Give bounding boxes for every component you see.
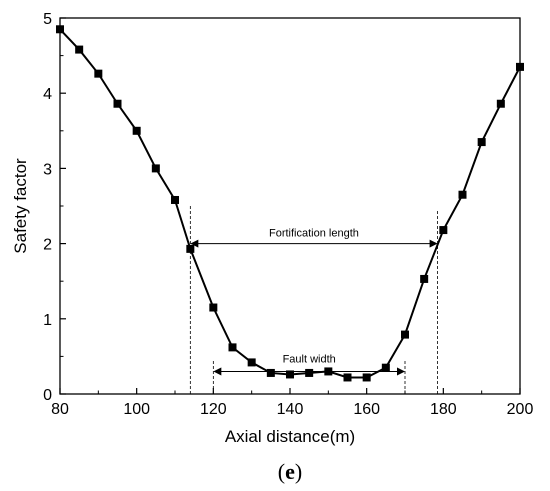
data-point: [458, 190, 467, 199]
x-axis-ticks: 80 100 120 140 160 180 200: [51, 388, 533, 418]
data-point: [439, 226, 448, 235]
data-point: [343, 373, 352, 382]
data-point: [286, 370, 294, 379]
data-point: [496, 99, 505, 108]
data-point: [324, 367, 333, 376]
y-axis-title: Safety factor: [11, 158, 30, 254]
data-point: [186, 244, 195, 253]
data-point: [94, 69, 103, 78]
annotations: Fortification length Fault width: [189, 204, 438, 394]
series-line: [59, 28, 521, 379]
data-point: [171, 195, 179, 204]
y-axis-ticks: 0 1 2 3 4 5: [43, 11, 66, 404]
y-tick-label: 1: [43, 312, 52, 329]
data-point: [266, 368, 275, 377]
data-point: [75, 45, 84, 54]
data-point: [56, 25, 64, 34]
data-point: [132, 126, 141, 135]
data-point: [477, 138, 486, 147]
x-tick-label: 200: [507, 401, 534, 418]
y-tick-label: 5: [43, 11, 52, 28]
x-tick-label: 160: [353, 401, 380, 418]
y-tick-label: 3: [43, 161, 52, 178]
fortification-length-label: Fortification length: [269, 228, 359, 240]
x-tick-label: 80: [51, 401, 69, 418]
panel-label: (e): [278, 459, 302, 484]
x-tick-label: 140: [277, 401, 304, 418]
data-point: [516, 62, 524, 71]
fault-width-label: Fault width: [283, 353, 336, 365]
plot-frame: [59, 17, 521, 395]
data-point: [305, 368, 314, 377]
data-point: [401, 330, 409, 339]
data-point: [381, 363, 390, 372]
x-tick-label: 100: [123, 401, 150, 418]
data-point: [228, 343, 237, 352]
data-point: [247, 358, 256, 367]
y-tick-label: 4: [43, 86, 52, 103]
data-point: [420, 274, 429, 283]
data-point: [362, 373, 371, 382]
series: [56, 25, 524, 382]
x-axis-title: Axial distance(m): [225, 427, 355, 446]
x-tick-label: 120: [200, 401, 227, 418]
y-tick-label: 0: [43, 387, 52, 404]
y-tick-label: 2: [43, 237, 52, 254]
data-point: [113, 99, 122, 108]
x-tick-label: 180: [430, 401, 457, 418]
data-point: [151, 164, 160, 173]
data-point: [209, 303, 218, 312]
